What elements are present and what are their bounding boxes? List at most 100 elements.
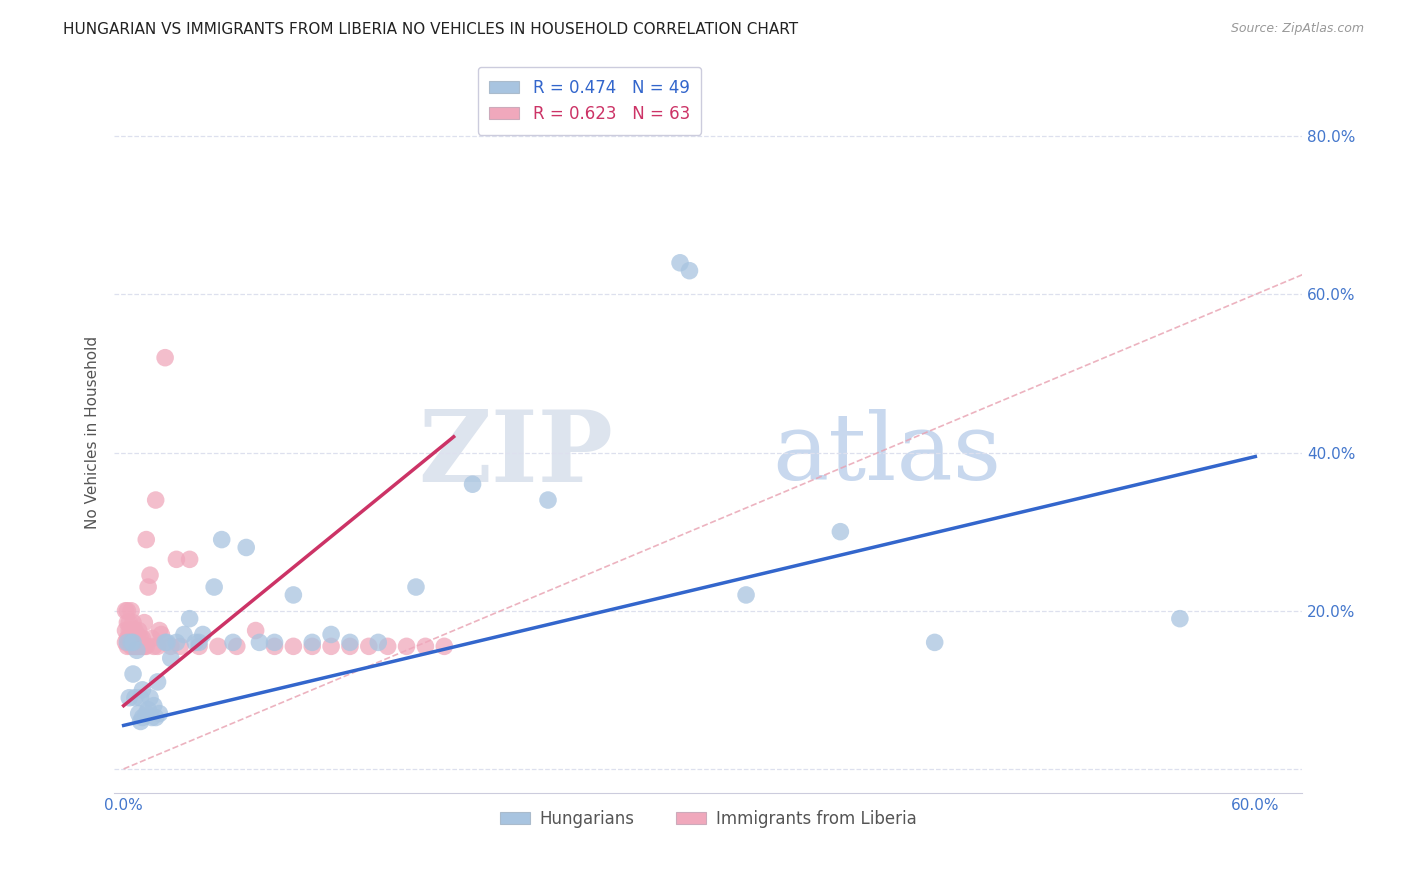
Point (131, 710, 153, 724)
Point (924, 635, 946, 649)
Point (159, 640, 181, 654)
Point (148, 624, 170, 638)
Point (225, 640, 247, 654)
Point (117, 640, 139, 654)
Point (141, 710, 163, 724)
Point (319, 627, 342, 641)
Point (125, 640, 148, 654)
Point (179, 552, 201, 566)
Point (122, 635, 145, 649)
Point (165, 635, 187, 649)
Point (125, 640, 148, 654)
Text: HUNGARIAN VS IMMIGRANTS FROM LIBERIA NO VEHICLES IN HOUSEHOLD CORRELATION CHART: HUNGARIAN VS IMMIGRANTS FROM LIBERIA NO … (63, 22, 799, 37)
Point (165, 552, 187, 566)
Point (135, 533, 157, 547)
Point (118, 690, 141, 705)
Point (735, 588, 758, 602)
Point (124, 635, 146, 649)
Point (120, 635, 142, 649)
Point (128, 706, 150, 721)
Point (128, 624, 150, 638)
Point (141, 632, 163, 646)
Point (120, 604, 142, 618)
Text: atlas: atlas (772, 409, 1001, 500)
Point (367, 635, 389, 649)
Point (249, 635, 271, 649)
Point (678, 263, 700, 277)
Point (153, 635, 176, 649)
Point (125, 643, 148, 657)
Point (124, 690, 146, 705)
Point (131, 682, 153, 697)
Point (153, 351, 176, 365)
Point (339, 640, 361, 654)
Point (146, 640, 169, 654)
Point (131, 640, 153, 654)
Point (136, 580, 159, 594)
Point (114, 604, 136, 618)
Point (301, 635, 323, 649)
Point (122, 632, 145, 646)
Point (125, 627, 148, 641)
Point (148, 706, 170, 721)
Point (117, 615, 139, 630)
Point (120, 635, 142, 649)
Point (122, 615, 145, 630)
Point (184, 635, 207, 649)
Point (283, 640, 305, 654)
Point (202, 580, 225, 594)
Point (339, 635, 361, 649)
Point (145, 710, 167, 724)
Point (377, 640, 399, 654)
Point (415, 640, 437, 654)
Point (131, 632, 153, 646)
Point (207, 640, 229, 654)
Point (136, 703, 159, 717)
Point (118, 635, 141, 649)
Point (117, 604, 139, 618)
Point (142, 698, 165, 713)
Point (357, 640, 380, 654)
Point (179, 612, 201, 626)
Point (118, 624, 141, 638)
Point (122, 640, 145, 654)
Point (461, 477, 484, 491)
Point (135, 706, 157, 721)
Y-axis label: No Vehicles in Household: No Vehicles in Household (86, 336, 100, 529)
Point (117, 635, 139, 649)
Point (156, 635, 179, 649)
Point (114, 624, 136, 638)
Point (129, 714, 152, 729)
Point (129, 632, 152, 646)
Point (122, 640, 145, 654)
Point (263, 635, 285, 649)
Point (129, 690, 152, 705)
Point (211, 533, 233, 547)
Point (669, 256, 692, 270)
Point (118, 615, 141, 630)
Point (188, 640, 211, 654)
Point (830, 524, 852, 539)
Point (1168, 612, 1191, 626)
Point (139, 568, 162, 582)
Point (537, 493, 560, 508)
Point (283, 588, 305, 602)
Point (120, 624, 142, 638)
Point (191, 627, 214, 641)
Point (124, 640, 146, 654)
Point (395, 640, 418, 654)
Point (117, 632, 139, 646)
Point (128, 640, 150, 654)
Point (146, 675, 169, 690)
Point (301, 640, 323, 654)
Point (122, 667, 145, 681)
Point (134, 640, 156, 654)
Point (159, 651, 181, 665)
Point (139, 690, 162, 705)
Text: ZIP: ZIP (419, 406, 613, 503)
Point (188, 635, 211, 649)
Point (433, 640, 456, 654)
Text: Source: ZipAtlas.com: Source: ZipAtlas.com (1230, 22, 1364, 36)
Point (235, 541, 257, 555)
Point (120, 627, 142, 641)
